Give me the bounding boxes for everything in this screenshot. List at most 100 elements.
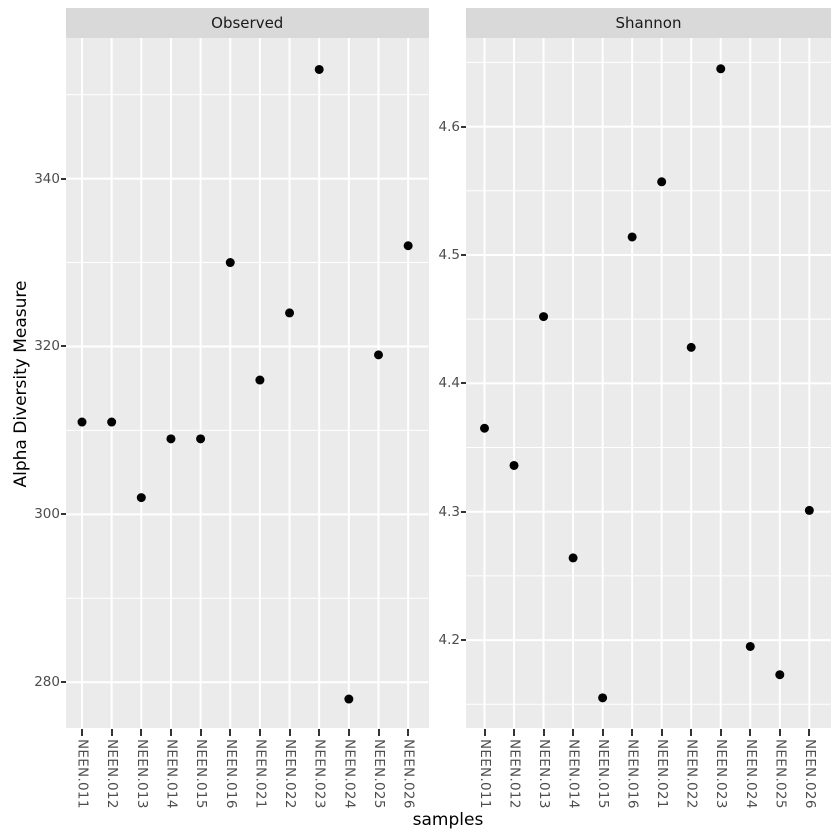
x-tick-mark	[778, 729, 781, 736]
data-point	[255, 375, 265, 385]
x-axis-title: samples	[412, 810, 484, 830]
data-point	[225, 258, 235, 268]
panel-canvas-shannon	[466, 38, 831, 728]
x-tick-label: NEEN.022	[282, 739, 299, 809]
data-point	[344, 694, 354, 704]
facet-strip-observed: Observed	[66, 8, 429, 38]
y-tick-label: 4.5	[438, 246, 460, 263]
x-tick-mark	[808, 729, 811, 736]
x-tick-label: NEEN.016	[222, 739, 239, 809]
x-tick-mark	[572, 729, 575, 736]
x-tick-mark	[631, 729, 634, 736]
facet-strip-label-observed: Observed	[211, 14, 284, 32]
x-tick-label: NEEN.013	[133, 739, 150, 809]
y-tick-label: 340	[34, 170, 60, 187]
y-tick-label: 4.2	[438, 632, 460, 649]
x-tick-mark	[140, 729, 143, 736]
panel-shannon	[466, 38, 831, 728]
x-tick-mark	[110, 729, 113, 736]
data-point	[745, 641, 755, 651]
x-tick-mark	[288, 729, 291, 736]
data-point	[568, 553, 578, 563]
x-tick-mark	[318, 729, 321, 736]
panel-canvas-observed	[66, 38, 429, 728]
y-tick-label: 4.6	[438, 118, 460, 135]
data-point	[627, 232, 637, 242]
x-tick-mark	[542, 729, 545, 736]
data-point	[314, 64, 324, 74]
y-tick-label: 280	[34, 674, 60, 691]
x-tick-label: NEEN.016	[624, 739, 641, 809]
x-tick-label: NEEN.011	[477, 739, 493, 809]
x-tick-label: NEEN.024	[341, 739, 358, 809]
x-tick-label: NEEN.013	[536, 739, 553, 809]
y-axis-title: Alpha Diversity Measure	[11, 280, 31, 488]
x-tick-mark	[601, 729, 604, 736]
x-tick-label: NEEN.021	[252, 739, 269, 809]
y-tick-mark	[461, 639, 466, 642]
x-tick-mark	[660, 729, 663, 736]
x-tick-label: NEEN.022	[683, 739, 700, 809]
y-tick-label: 320	[34, 338, 60, 355]
x-tick-mark	[377, 729, 380, 736]
x-tick-mark	[347, 729, 350, 736]
y-tick-label: 4.4	[438, 375, 460, 392]
data-point	[166, 434, 176, 444]
data-point	[480, 423, 489, 433]
data-point	[196, 434, 206, 444]
x-tick-label: NEEN.015	[193, 739, 210, 809]
facet-strip-shannon: Shannon	[466, 8, 831, 38]
data-point	[374, 350, 383, 360]
x-tick-label: NEEN.024	[742, 739, 759, 809]
x-tick-label: NEEN.023	[713, 739, 730, 809]
data-point	[804, 505, 814, 515]
y-tick-mark	[461, 382, 466, 385]
x-tick-mark	[229, 729, 232, 736]
x-tick-label: NEEN.014	[163, 739, 180, 809]
x-tick-label: NEEN.026	[801, 739, 818, 809]
data-point	[716, 64, 726, 74]
x-tick-mark	[199, 729, 202, 736]
x-tick-label: NEEN.021	[654, 739, 671, 809]
data-point	[107, 417, 117, 427]
facet-strip-label-shannon: Shannon	[615, 14, 682, 32]
x-tick-mark	[719, 729, 722, 736]
y-tick-mark	[61, 177, 66, 180]
x-tick-mark	[407, 729, 410, 736]
y-tick-mark	[61, 513, 66, 516]
x-tick-mark	[513, 729, 516, 736]
panel-observed	[66, 38, 429, 728]
data-point	[509, 460, 519, 470]
x-tick-mark	[690, 729, 693, 736]
x-tick-label: NEEN.012	[104, 739, 121, 809]
x-tick-label: NEEN.015	[595, 739, 612, 809]
x-tick-mark	[749, 729, 752, 736]
data-point	[403, 241, 413, 251]
x-tick-label: NEEN.014	[565, 739, 582, 809]
data-point	[285, 308, 295, 318]
y-tick-mark	[461, 253, 466, 256]
data-point	[77, 417, 87, 427]
y-tick-mark	[461, 125, 466, 128]
x-tick-label: NEEN.023	[311, 739, 328, 809]
x-tick-mark	[483, 729, 486, 736]
y-tick-label: 4.3	[438, 503, 460, 520]
y-tick-mark	[61, 681, 66, 684]
data-point	[136, 493, 146, 503]
x-tick-mark	[169, 729, 172, 736]
y-tick-mark	[461, 510, 466, 513]
x-tick-label: NEEN.011	[74, 739, 91, 809]
x-tick-mark	[81, 729, 83, 736]
data-point	[686, 342, 696, 352]
x-tick-label: NEEN.025	[772, 739, 789, 809]
x-tick-mark	[258, 729, 261, 736]
y-tick-mark	[61, 345, 66, 348]
x-tick-label: NEEN.026	[400, 739, 417, 809]
data-point	[657, 177, 667, 187]
data-point	[539, 312, 549, 322]
x-tick-label: NEEN.025	[371, 739, 387, 809]
x-tick-label: NEEN.012	[506, 739, 523, 809]
data-point	[775, 670, 785, 680]
y-tick-label: 300	[34, 506, 60, 523]
